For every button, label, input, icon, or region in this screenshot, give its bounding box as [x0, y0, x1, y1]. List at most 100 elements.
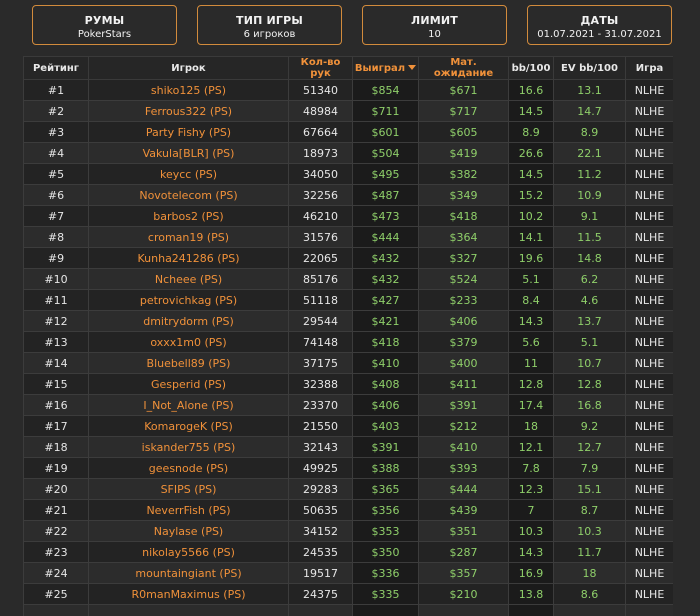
won-cell — [353, 605, 419, 616]
game-cell: NLHE — [626, 290, 674, 311]
header-hands[interactable]: Кол-во рук — [289, 57, 353, 80]
hands-cell: 51118 — [289, 290, 353, 311]
won-cell: $601 — [353, 122, 419, 143]
ev-cell — [419, 605, 509, 616]
ev-cell: $382 — [419, 164, 509, 185]
hands-cell: 19517 — [289, 563, 353, 584]
limit-filter-title: ЛИМИТ — [363, 14, 506, 27]
player-link[interactable]: R0manMaximus (PS) — [89, 584, 289, 605]
bb100-cell: 10.2 — [509, 206, 554, 227]
game-cell: NLHE — [626, 437, 674, 458]
bb100-cell: 16.9 — [509, 563, 554, 584]
game-cell: NLHE — [626, 374, 674, 395]
ev-cell: $410 — [419, 437, 509, 458]
dates-filter-button[interactable]: ДАТЫ 01.07.2021 - 31.07.2021 — [527, 5, 672, 45]
rank-cell: #12 — [24, 311, 89, 332]
header-won[interactable]: Выиграл — [353, 57, 419, 80]
evbb100-cell: 13.1 — [554, 80, 626, 101]
player-link[interactable]: SFIPS (PS) — [89, 479, 289, 500]
rank-cell: #21 — [24, 500, 89, 521]
hands-cell: 34152 — [289, 521, 353, 542]
won-cell: $711 — [353, 101, 419, 122]
evbb100-cell: 10.3 — [554, 521, 626, 542]
header-ev[interactable]: Мат. ожидание — [419, 57, 509, 80]
won-cell: $427 — [353, 290, 419, 311]
player-link[interactable]: nikolay5566 (PS) — [89, 542, 289, 563]
game-cell: NLHE — [626, 542, 674, 563]
evbb100-cell: 8.6 — [554, 584, 626, 605]
hands-cell: 32143 — [289, 437, 353, 458]
evbb100-cell: 13.7 — [554, 311, 626, 332]
evbb100-cell: 18 — [554, 563, 626, 584]
player-link[interactable]: oxxx1m0 (PS) — [89, 332, 289, 353]
evbb100-cell: 14.7 — [554, 101, 626, 122]
bb100-cell: 11 — [509, 353, 554, 374]
player-link[interactable]: Kunha241286 (PS) — [89, 248, 289, 269]
player-link[interactable]: croman19 (PS) — [89, 227, 289, 248]
player-link[interactable]: Ncheee (PS) — [89, 269, 289, 290]
player-link[interactable]: Novotelecom (PS) — [89, 185, 289, 206]
player-link[interactable]: barbos2 (PS) — [89, 206, 289, 227]
game-type-filter-title: ТИП ИГРЫ — [198, 14, 341, 27]
game-cell: NLHE — [626, 122, 674, 143]
ev-cell: $393 — [419, 458, 509, 479]
limit-filter-button[interactable]: ЛИМИТ 10 — [362, 5, 507, 45]
game-cell: NLHE — [626, 353, 674, 374]
rank-cell: #10 — [24, 269, 89, 290]
player-link[interactable]: Vakula[BLR] (PS) — [89, 143, 289, 164]
won-cell: $418 — [353, 332, 419, 353]
game-cell: NLHE — [626, 311, 674, 332]
sort-desc-icon — [408, 65, 416, 70]
player-link[interactable]: geesnode (PS) — [89, 458, 289, 479]
player-link[interactable]: mountaingiant (PS) — [89, 563, 289, 584]
player-link[interactable]: Ferrous322 (PS) — [89, 101, 289, 122]
evbb100-cell: 12.7 — [554, 437, 626, 458]
evbb100-cell: 9.2 — [554, 416, 626, 437]
player-link[interactable]: Naylase (PS) — [89, 521, 289, 542]
hands-cell: 67664 — [289, 122, 353, 143]
player-link[interactable]: keycc (PS) — [89, 164, 289, 185]
bb100-cell: 15.2 — [509, 185, 554, 206]
rank-cell: #11 — [24, 290, 89, 311]
won-cell: $495 — [353, 164, 419, 185]
player-link[interactable]: iskander755 (PS) — [89, 437, 289, 458]
game-type-filter-button[interactable]: ТИП ИГРЫ 6 игроков — [197, 5, 342, 45]
rank-cell: #8 — [24, 227, 89, 248]
won-cell: $410 — [353, 353, 419, 374]
game-cell: NLHE — [626, 206, 674, 227]
rank-cell: #25 — [24, 584, 89, 605]
player-link[interactable]: Bluebell89 (PS) — [89, 353, 289, 374]
hands-cell: 74148 — [289, 332, 353, 353]
player-link[interactable]: NeverrFish (PS) — [89, 500, 289, 521]
hands-cell: 24535 — [289, 542, 353, 563]
player-link[interactable]: shiko125 (PS) — [89, 80, 289, 101]
player-link[interactable]: petrovichkag (PS) — [89, 290, 289, 311]
player-link[interactable]: Party Fishy (PS) — [89, 122, 289, 143]
player-link[interactable]: Gesperid (PS) — [89, 374, 289, 395]
game-cell: NLHE — [626, 143, 674, 164]
won-cell: $432 — [353, 248, 419, 269]
ev-cell: $418 — [419, 206, 509, 227]
rooms-filter-button[interactable]: РУМЫ PokerStars — [32, 5, 177, 45]
ev-cell: $357 — [419, 563, 509, 584]
ev-cell: $524 — [419, 269, 509, 290]
evbb100-cell: 6.2 — [554, 269, 626, 290]
player-link[interactable]: KomarogeK (PS) — [89, 416, 289, 437]
player-link[interactable]: dmitrydorm (PS) — [89, 311, 289, 332]
hands-cell: 21550 — [289, 416, 353, 437]
ev-cell: $419 — [419, 143, 509, 164]
bb100-cell: 26.6 — [509, 143, 554, 164]
player-link[interactable]: I_Not_Alone (PS) — [89, 395, 289, 416]
game-cell: NLHE — [626, 227, 674, 248]
hands-cell: 24375 — [289, 584, 353, 605]
rank-cell: #23 — [24, 542, 89, 563]
won-cell: $406 — [353, 395, 419, 416]
player-link[interactable] — [89, 605, 289, 616]
